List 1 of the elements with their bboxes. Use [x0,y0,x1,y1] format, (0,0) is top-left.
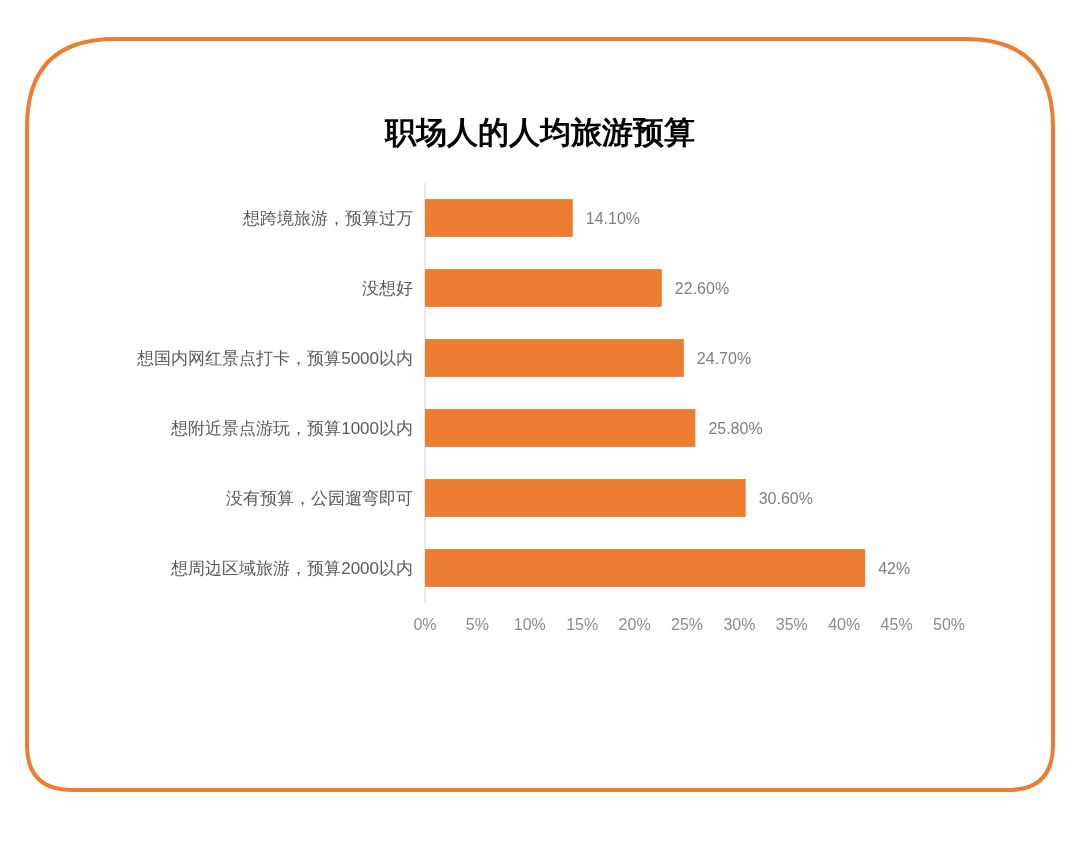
title: 职场人的人均旅游预算 [385,115,695,150]
